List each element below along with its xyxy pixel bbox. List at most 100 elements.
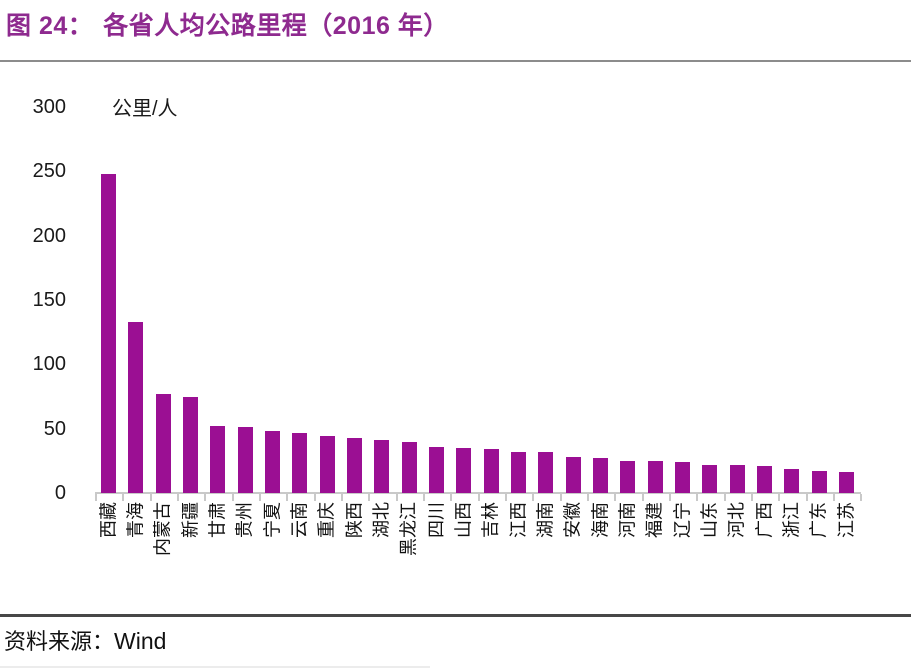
bar-slot (560, 107, 587, 493)
x-axis-label: 黑龙江 (396, 500, 423, 612)
bar (483, 449, 499, 493)
x-axis-label-text: 宁夏 (262, 502, 283, 538)
bar (784, 468, 800, 493)
bar (702, 464, 718, 493)
x-axis-label-text: 广西 (754, 502, 775, 538)
x-axis-label-text: 河北 (726, 502, 747, 538)
footer-separator (0, 614, 911, 617)
x-axis-line (95, 492, 861, 494)
x-axis-label: 福建 (642, 500, 669, 612)
bar-slot (696, 107, 723, 493)
bar (511, 451, 527, 493)
x-axis-label-text: 黑龙江 (398, 502, 419, 556)
x-axis-label: 海南 (587, 500, 614, 612)
x-axis-label: 云南 (286, 500, 313, 612)
bar-slot (150, 107, 177, 493)
x-axis-label: 浙江 (778, 500, 805, 612)
x-axis-tick (504, 494, 532, 501)
x-axis-tick (696, 494, 723, 501)
x-axis-label: 山西 (450, 500, 477, 612)
x-axis-label: 安徽 (560, 500, 587, 612)
x-axis-label: 河南 (614, 500, 641, 612)
x-axis-label: 河北 (724, 500, 751, 612)
bar-slot (642, 107, 669, 493)
x-axis-label-text: 内蒙古 (152, 502, 173, 556)
bar-slot (450, 107, 477, 493)
bar (347, 437, 363, 493)
bar-slot (505, 107, 532, 493)
bar-slot (751, 107, 778, 493)
x-axis-label-text: 重庆 (316, 502, 337, 538)
x-axis-label: 广东 (806, 500, 833, 612)
bar-slot (314, 107, 341, 493)
x-axis-label-text: 辽宁 (672, 502, 693, 538)
source-line: 资料来源：Wind (4, 624, 166, 656)
x-axis-tick (422, 494, 450, 501)
bar-slot (423, 107, 450, 493)
x-axis-tick (614, 494, 641, 501)
y-axis-tick-label: 150 (32, 288, 66, 311)
bar-slot (587, 107, 614, 493)
bar (729, 464, 745, 493)
x-axis-tick (368, 494, 395, 501)
source-label: 资料来源： (4, 629, 115, 654)
x-axis-label: 青海 (122, 500, 149, 612)
x-axis-label: 内蒙古 (150, 500, 177, 612)
bar-slot (368, 107, 395, 493)
x-axis-tick (95, 494, 122, 501)
x-axis-tick (750, 494, 778, 501)
x-axis-label: 陕西 (341, 500, 368, 612)
x-axis-tick (477, 494, 505, 501)
x-axis-tick (450, 494, 477, 501)
y-axis-tick-label: 300 (32, 96, 66, 118)
x-axis-tick (723, 494, 751, 501)
bar-slot (833, 107, 860, 493)
y-axis-tick-label: 200 (32, 224, 66, 247)
x-axis-label: 湖北 (368, 500, 395, 612)
bar-slot (204, 107, 231, 493)
bar (675, 462, 691, 493)
x-axis-label-text: 新疆 (180, 502, 201, 538)
bar (237, 427, 253, 493)
x-axis-label-text: 山东 (699, 502, 720, 538)
bar-slot (341, 107, 368, 493)
figure-title: 图 24： 各省人均公路里程（2016 年） (6, 6, 449, 42)
figure-title-text: 各省人均公路里程（2016 年） (103, 12, 449, 40)
x-axis-label: 湖南 (532, 500, 559, 612)
bar (155, 393, 171, 493)
x-axis-label-text: 浙江 (781, 502, 802, 538)
bar-slot (259, 107, 286, 493)
bar-slot (95, 107, 122, 493)
x-axis-label-text: 安徽 (562, 502, 583, 538)
bar (292, 432, 308, 493)
x-axis-tick (340, 494, 368, 501)
x-axis-label: 江苏 (833, 500, 860, 612)
bar (210, 426, 226, 493)
bar-slot (614, 107, 641, 493)
bar (265, 431, 281, 493)
x-axis-label: 四川 (423, 500, 450, 612)
x-axis-label: 宁夏 (259, 500, 286, 612)
x-axis-tick (231, 494, 259, 501)
x-axis-label-text: 陕西 (344, 502, 365, 538)
bar (101, 173, 117, 493)
bar-slot (122, 107, 149, 493)
bar (565, 457, 581, 493)
x-axis-label-text: 四川 (426, 502, 447, 538)
x-axis-tick (668, 494, 696, 501)
x-axis-label: 新疆 (177, 500, 204, 612)
x-axis-label-text: 广东 (808, 502, 829, 538)
y-axis-tick-label: 50 (43, 417, 66, 440)
bottom-edge-line (0, 666, 430, 668)
y-axis-unit-label: 公里/人 (112, 98, 178, 120)
bar-slot (724, 107, 751, 493)
x-axis-label: 西藏 (95, 500, 122, 612)
x-labels-row: 西藏 青海 内蒙古 新疆 甘肃 贵州 宁夏 云南 重庆 陕西 湖北 黑龙江 四川 山西 吉林 江西 湖南 安徽 海南… (95, 500, 860, 612)
bar (647, 460, 663, 493)
x-axis-label: 重庆 (314, 500, 341, 612)
x-axis-label-text: 青海 (125, 502, 146, 538)
x-axis-tick (286, 494, 313, 501)
y-axis-tick-label: 0 (54, 481, 66, 504)
x-axis-tick (532, 494, 559, 501)
bar-slot (232, 107, 259, 493)
